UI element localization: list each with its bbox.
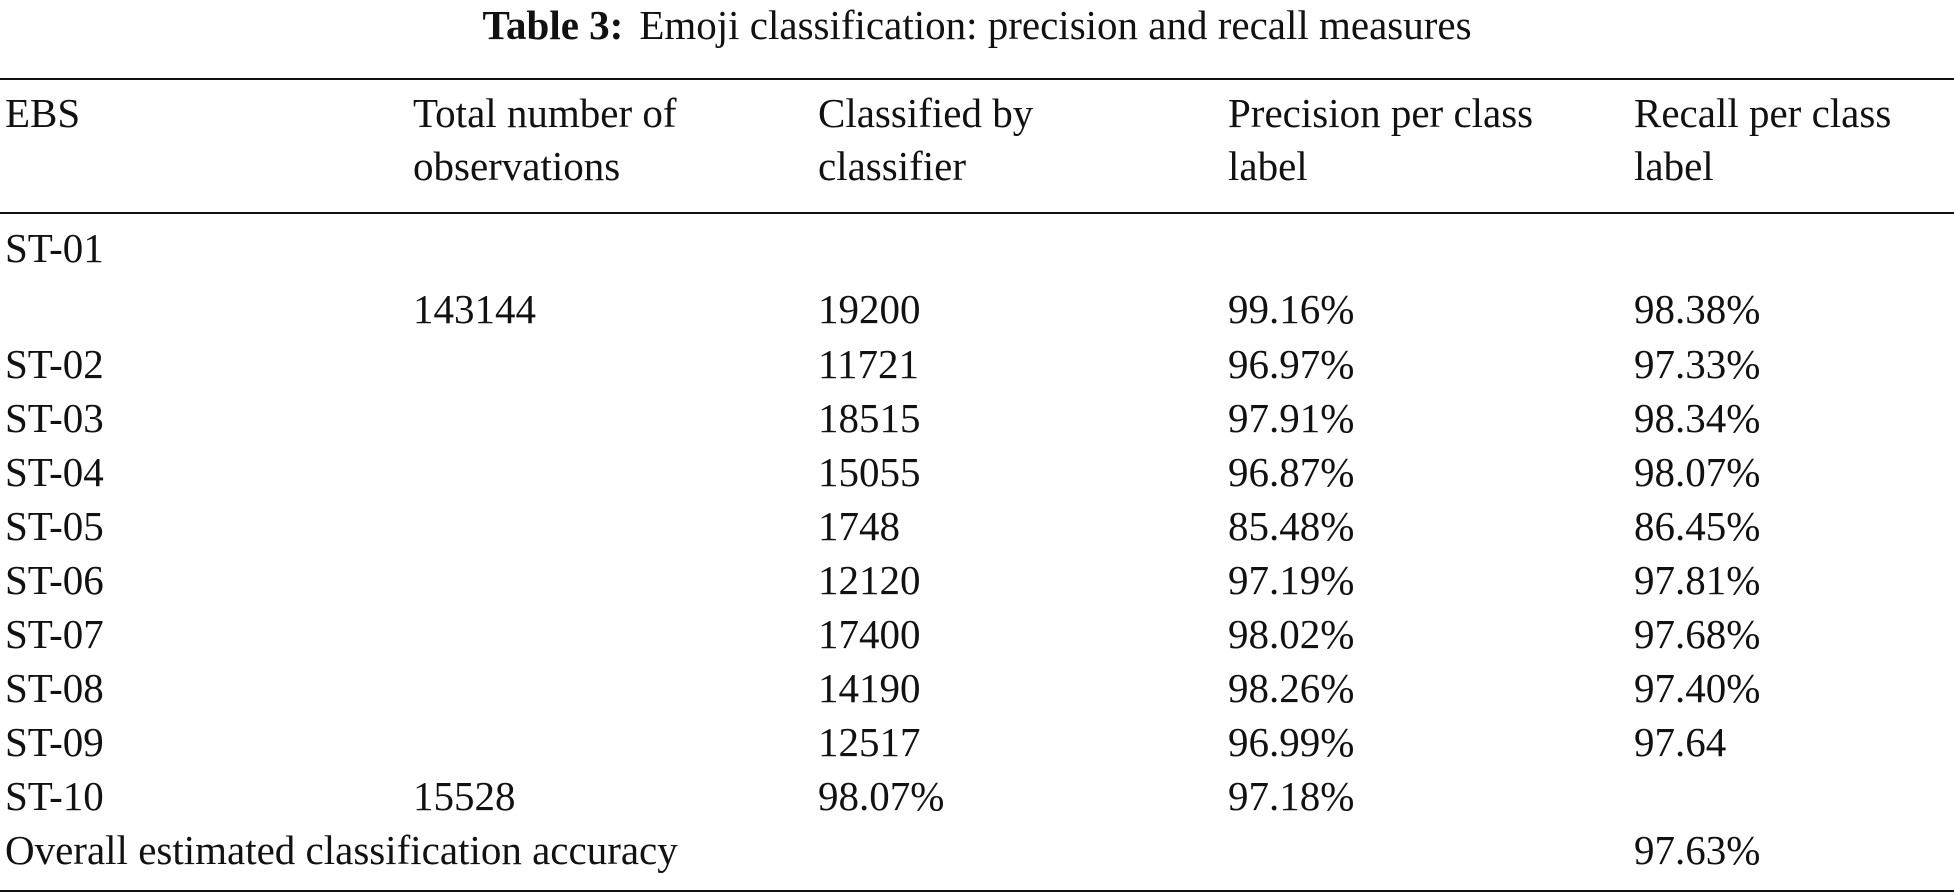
cell-classified: 12120 — [818, 557, 921, 603]
table-caption-label: Table 3: — [482, 2, 624, 48]
cell-classified: 15055 — [818, 449, 921, 495]
cell-ebs: ST-05 — [5, 503, 104, 549]
cell-ebs: ST-08 — [5, 665, 104, 711]
cell-precision: 98.02% — [1228, 611, 1355, 657]
cell-precision: 98.26% — [1228, 665, 1355, 711]
overall-accuracy-value: 97.63% — [1634, 827, 1761, 873]
header-classified-line1: Classified by — [818, 90, 1034, 136]
cell-classified: 14190 — [818, 665, 921, 711]
cell-total: 143144 — [413, 286, 536, 332]
cell-recall: 97.64 — [1634, 719, 1727, 765]
header-recall-line2: label — [1634, 143, 1714, 189]
cell-ebs: ST-01 — [5, 225, 104, 271]
cell-ebs: ST-03 — [5, 395, 104, 441]
cell-classified: 19200 — [818, 286, 921, 332]
cell-precision: 97.91% — [1228, 395, 1355, 441]
table-caption-text: Emoji classification: precision and reca… — [639, 2, 1472, 48]
cell-recall: 98.34% — [1634, 395, 1761, 441]
cell-precision: 97.18% — [1228, 773, 1355, 819]
header-recall-line1: Recall per class — [1634, 90, 1892, 136]
cell-total: 15528 — [413, 773, 516, 819]
cell-classified: 98.07% — [818, 773, 945, 819]
header-total-line1: Total number of — [413, 90, 677, 136]
cell-ebs: ST-02 — [5, 341, 104, 387]
cell-recall: 97.81% — [1634, 557, 1761, 603]
overall-accuracy-label: Overall estimated classification accurac… — [5, 827, 678, 873]
table-top-rule — [0, 78, 1954, 80]
table-caption: Table 3: Emoji classification: precision … — [0, 0, 1954, 48]
cell-ebs: ST-10 — [5, 773, 104, 819]
header-ebs: EBS — [5, 90, 81, 136]
cell-precision: 97.19% — [1228, 557, 1355, 603]
cell-classified: 1748 — [818, 503, 900, 549]
header-classified-line2: classifier — [818, 143, 966, 189]
cell-recall: 86.45% — [1634, 503, 1761, 549]
header-precision-line2: label — [1228, 143, 1308, 189]
table-header-rule — [0, 212, 1954, 214]
cell-recall: 98.07% — [1634, 449, 1761, 495]
table-bottom-rule — [0, 890, 1954, 892]
cell-classified: 18515 — [818, 395, 921, 441]
cell-precision: 96.87% — [1228, 449, 1355, 495]
cell-recall: 97.40% — [1634, 665, 1761, 711]
cell-precision: 96.97% — [1228, 341, 1355, 387]
cell-precision: 96.99% — [1228, 719, 1355, 765]
header-total-line2: observations — [413, 143, 621, 189]
cell-classified: 12517 — [818, 719, 921, 765]
cell-recall: 98.38% — [1634, 286, 1761, 332]
cell-recall: 97.68% — [1634, 611, 1761, 657]
cell-classified: 11721 — [818, 341, 919, 387]
cell-ebs: ST-04 — [5, 449, 104, 495]
cell-precision: 85.48% — [1228, 503, 1355, 549]
cell-classified: 17400 — [818, 611, 921, 657]
header-precision-line1: Precision per class — [1228, 90, 1534, 136]
cell-precision: 99.16% — [1228, 286, 1355, 332]
cell-ebs: ST-06 — [5, 557, 104, 603]
cell-recall: 97.33% — [1634, 341, 1761, 387]
cell-ebs: ST-07 — [5, 611, 104, 657]
cell-ebs: ST-09 — [5, 719, 104, 765]
